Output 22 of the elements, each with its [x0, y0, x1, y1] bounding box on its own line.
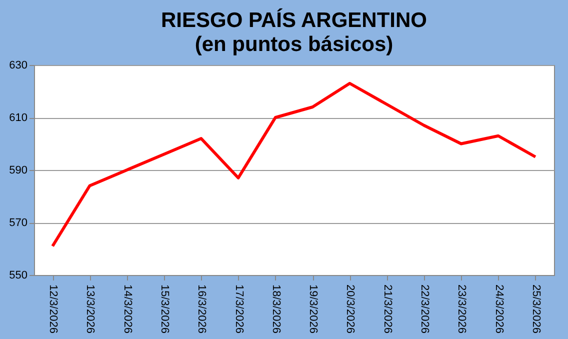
x-tick-label: 13/3/2026	[84, 284, 96, 334]
y-tick-label: 550	[9, 270, 28, 282]
x-tick-label: 22/3/2026	[418, 284, 430, 334]
x-tick-label: 12/3/2026	[47, 284, 60, 334]
chart-title: RIESGO PAÍS ARGENTINO	[160, 8, 428, 32]
chart-subtitle: (en puntos básicos)	[194, 33, 394, 56]
x-tick-label: 15/3/2026	[158, 284, 170, 334]
line-series	[51, 82, 537, 248]
y-tick-label: 570	[9, 217, 28, 229]
x-tick-label: 21/3/2026	[381, 284, 394, 334]
x-tick-label: 18/3/2026	[270, 284, 282, 334]
y-tick-label: 630	[9, 60, 28, 72]
x-tick-label: 23/3/2026	[456, 284, 468, 334]
x-tick-label: 25/3/2026	[530, 284, 542, 334]
y-tick-label: 610	[9, 112, 28, 124]
x-tick-label: 16/3/2026	[196, 284, 208, 334]
x-tick-label: 14/3/2026	[121, 284, 134, 334]
x-tick-label: 17/3/2026	[232, 284, 245, 334]
x-tick-label: 24/3/2026	[492, 284, 505, 334]
x-tick-label: 19/3/2026	[307, 284, 320, 334]
x-tick-label: 20/3/2026	[344, 284, 356, 334]
y-tick-label: 590	[9, 164, 28, 176]
